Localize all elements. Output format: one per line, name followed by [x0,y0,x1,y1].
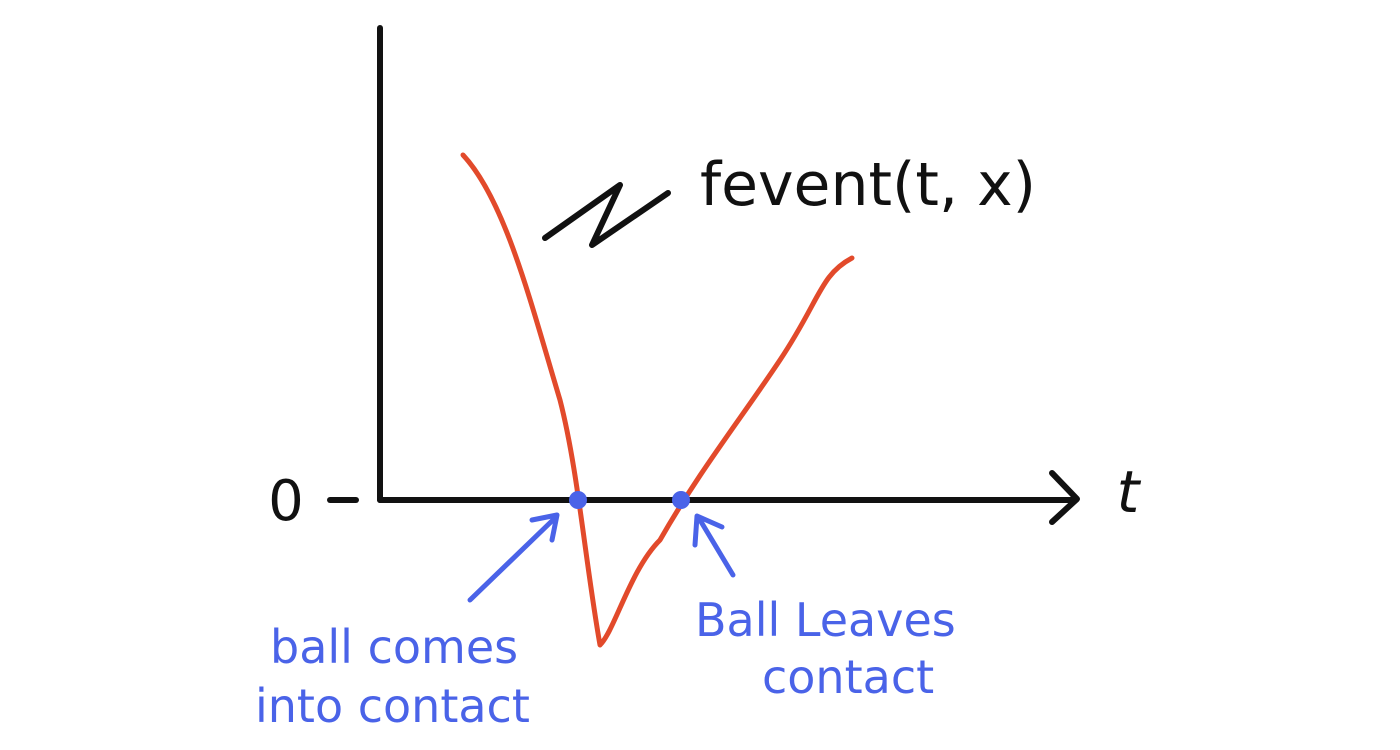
leave-arrowhead [692,513,725,548]
label-pointer-squiggle [542,182,671,248]
leave-annotation-line-1: Ball Leaves [695,593,956,647]
contact-leave-point [672,491,690,509]
enter-annotation-line-2: into contact [255,679,530,733]
event-function-curve [460,152,855,648]
leave-annotation-line-2: contact [762,650,934,704]
function-label: fevent(t, x) [700,150,1036,220]
leave-arrow [697,517,736,578]
zero-label: 0 [268,469,304,534]
contact-enter-point [569,491,587,509]
enter-arrow [467,515,558,603]
axes [327,25,1080,525]
enter-annotation-line-1: ball comes [270,620,518,674]
x-axis-label: t [1117,458,1142,526]
enter-arrowhead [529,512,560,543]
x-axis-arrowhead [1049,470,1080,525]
